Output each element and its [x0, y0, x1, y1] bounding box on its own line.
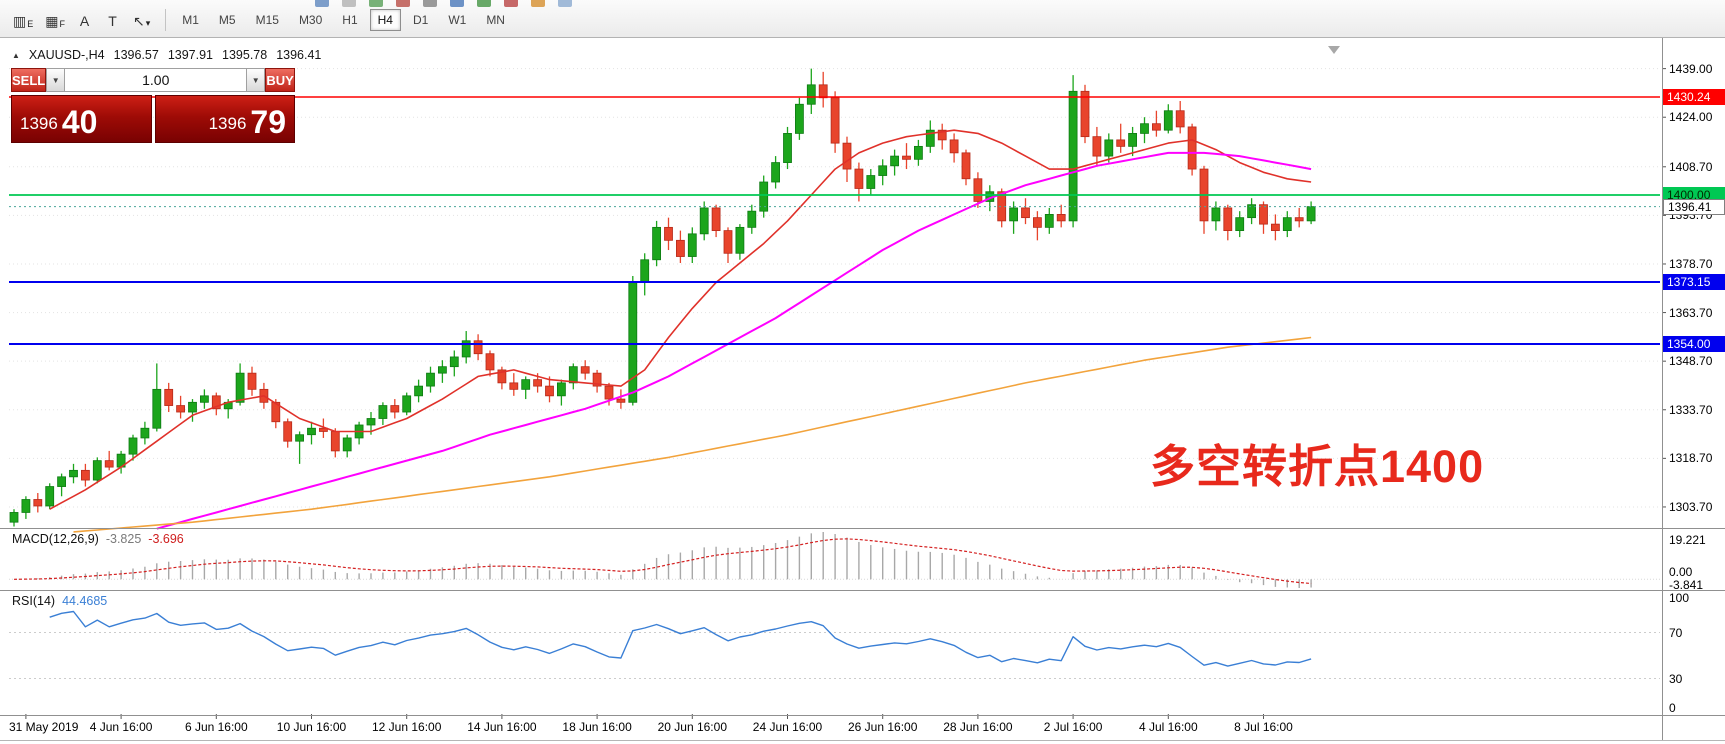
- macd-main-value: -3.825: [105, 532, 142, 546]
- open-value: 1396.57: [113, 48, 159, 62]
- clipped-toolbar-icon[interactable]: [504, 0, 518, 7]
- volume-decrease-button[interactable]: ▼: [46, 68, 66, 92]
- clipped-toolbar-icon[interactable]: [558, 0, 572, 7]
- chart-info-line: ▲ XAUUSD-,H4 1396.57 1397.91 1395.78 139…: [12, 48, 321, 62]
- timeframe-m30-button[interactable]: M30: [298, 13, 323, 27]
- volume-control: ▼ ▼: [46, 68, 266, 92]
- ask-price-pips: 79: [250, 104, 286, 140]
- chart-shift-marker[interactable]: [1328, 46, 1340, 54]
- close-value: 1396.41: [276, 48, 322, 62]
- sell-button[interactable]: SELL: [11, 68, 47, 92]
- bid-price-main: 1396: [20, 114, 58, 133]
- one-click-trading-panel: SELL ▼ ▼ BUY 1396 40 1396 79: [11, 68, 295, 143]
- rsi-label: RSI(14) 44.4685: [12, 594, 107, 608]
- rsi-name: RSI(14): [12, 594, 56, 608]
- cursor-tool-icon[interactable]: ↖ ▾: [132, 12, 151, 29]
- timeframe-m15-button[interactable]: M15: [255, 13, 279, 27]
- price-axis-separator[interactable]: [1662, 38, 1663, 740]
- high-value: 1397.91: [167, 48, 214, 62]
- chart-tools-group: ▥ E ▦ F A T ↖ ▾: [8, 8, 157, 32]
- macd-rsi-divider[interactable]: [0, 590, 1725, 591]
- window-bottom-border: [0, 740, 1725, 741]
- macd-label: MACD(12,26,9) -3.825 -3.696: [12, 532, 184, 546]
- ask-quote-panel[interactable]: 1396 79: [154, 95, 295, 143]
- rsi-value: 44.4685: [62, 594, 108, 608]
- grid-template-icon[interactable]: ▦ F: [45, 12, 65, 29]
- timeframe-m5-button[interactable]: M5: [218, 13, 236, 27]
- timeframe-w1-button[interactable]: W1: [448, 13, 467, 27]
- macd-name: MACD(12,26,9): [12, 532, 99, 546]
- clipped-toolbar-icon[interactable]: [396, 0, 410, 7]
- toolbar-separator: [165, 9, 167, 31]
- collapse-triangle-icon[interactable]: ▲: [12, 50, 20, 60]
- clipped-toolbar-icon[interactable]: [423, 0, 437, 7]
- clipped-toolbar-icon[interactable]: [315, 0, 329, 7]
- chart-annotation-text: 多空转折点1400: [1150, 441, 1485, 492]
- bid-price-pips: 40: [61, 104, 98, 140]
- chart-macd-divider[interactable]: [0, 528, 1725, 529]
- clipped-toolbar-icon[interactable]: [369, 0, 383, 7]
- toolbar: ▥ E ▦ F A T ↖ ▾ M1 M5 M15 M30 H1 H4 D1 W1 MN: [0, 0, 1725, 38]
- clipped-toolbar-icon[interactable]: [450, 0, 464, 7]
- timeframe-d1-button[interactable]: D1: [412, 13, 429, 27]
- timeframe-m1-button[interactable]: M1: [182, 13, 199, 27]
- clipped-toolbar-icon[interactable]: [342, 0, 356, 7]
- clipped-toolbar-icon[interactable]: [477, 0, 491, 7]
- ask-price-main: 1396: [208, 114, 247, 133]
- bid-quote-panel[interactable]: 1396 40: [11, 95, 152, 143]
- timeframe-mn-button[interactable]: MN: [486, 13, 505, 27]
- macd-signal-value: -3.696: [148, 532, 184, 546]
- indicator-chart-icon[interactable]: ▥ E: [13, 12, 34, 29]
- timeframe-h4-button[interactable]: H4: [369, 9, 401, 31]
- clipped-toolbar-icon[interactable]: [531, 0, 545, 7]
- buy-button[interactable]: BUY: [265, 68, 295, 92]
- rsi-timeline-divider[interactable]: [0, 715, 1725, 716]
- symbol-period-label: XAUUSD-,H4: [28, 48, 105, 62]
- text-label-icon[interactable]: T: [108, 12, 117, 29]
- text-annotation-icon[interactable]: A: [79, 12, 90, 29]
- timeframe-group: M1 M5 M15 M30 H1 H4 D1 W1 MN: [174, 9, 517, 31]
- timeframe-h1-button[interactable]: H1: [342, 13, 358, 27]
- volume-dropdown-button[interactable]: ▼: [246, 68, 266, 92]
- volume-input[interactable]: [65, 68, 247, 92]
- low-value: 1395.78: [222, 48, 268, 62]
